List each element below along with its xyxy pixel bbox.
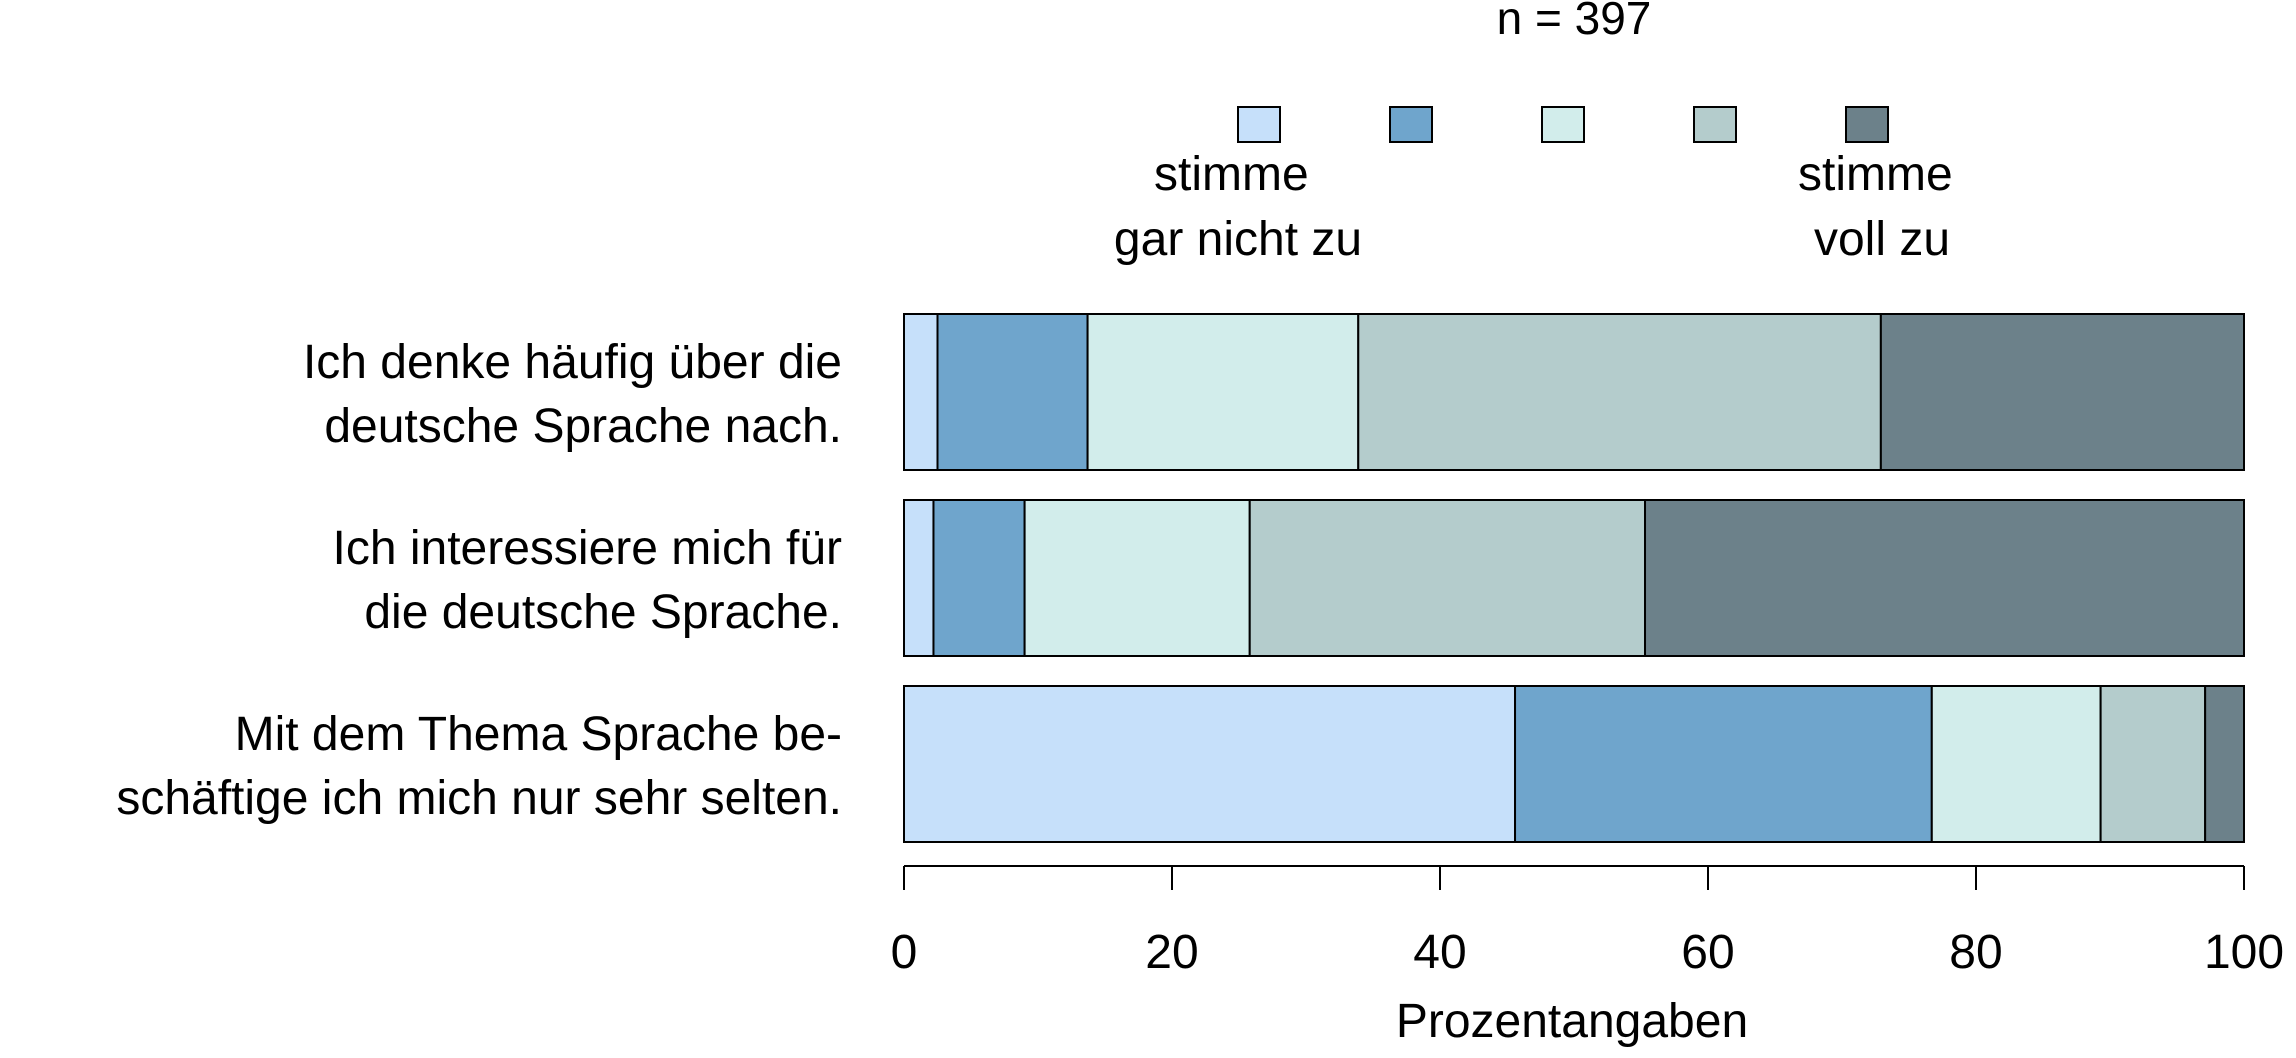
bar-segment — [1879, 313, 2245, 471]
legend-swatch-4 — [1693, 106, 1737, 143]
x-axis-label: Prozentangaben — [1396, 995, 1748, 1048]
bar-segment — [1644, 499, 2245, 657]
bars — [903, 313, 2245, 843]
bar-segment — [903, 685, 1517, 843]
category-label-line: Ich denke häufig über die — [303, 336, 842, 389]
category-label-line: die deutsche Sprache. — [364, 586, 842, 639]
category-label-line: deutsche Sprache nach. — [324, 400, 842, 453]
x-tick-label: 20 — [1145, 926, 1198, 979]
bar-segment — [2204, 685, 2245, 843]
chart-title: n = 397 — [1497, 0, 1652, 44]
legend-swatch-5 — [1845, 106, 1889, 143]
x-tick-label: 60 — [1681, 926, 1734, 979]
legend-low-label-line: stimme — [1154, 148, 1309, 201]
category-label-line: Mit dem Thema Sprache be- — [235, 708, 842, 761]
category-label: Mit dem Thema Sprache be-schäftige ich m… — [116, 708, 842, 825]
legend: stimme gar nicht zu stimme voll zu — [1114, 106, 1966, 266]
category-label-line: schäftige ich mich nur sehr selten. — [116, 772, 842, 825]
legend-high-label: stimme voll zu — [1798, 148, 1966, 266]
legend-low-label: stimme gar nicht zu — [1114, 148, 1362, 266]
x-axis: 0 20 40 60 80 100 — [891, 865, 2284, 979]
legend-low-label-line: gar nicht zu — [1114, 213, 1362, 266]
bar-segment — [903, 313, 939, 471]
bar-segment — [2099, 685, 2207, 843]
legend-high-label-line: stimme — [1798, 148, 1953, 201]
bar-segment — [1930, 685, 2102, 843]
category-label: Ich denke häufig über die deutsche Sprach… — [303, 336, 842, 453]
bar-segment — [903, 499, 935, 657]
x-tick-label: 40 — [1413, 926, 1466, 979]
legend-high-label-line: voll zu — [1814, 213, 1950, 266]
bar-segment — [1514, 685, 1933, 843]
x-tick-label: 80 — [1949, 926, 2002, 979]
bar-segment — [936, 313, 1089, 471]
category-label: Ich interessiere mich für die deutsche Sp… — [332, 522, 842, 639]
bar-segment — [1086, 313, 1360, 471]
legend-swatch-3 — [1541, 106, 1585, 143]
bar-segment — [1023, 499, 1251, 657]
x-tick-label: 0 — [891, 926, 918, 979]
category-labels: Ich denke häufig über die deutsche Sprach… — [116, 336, 842, 825]
category-label-line: Ich interessiere mich für — [332, 522, 842, 575]
x-tick-label: 100 — [2204, 926, 2284, 979]
bar-segment — [1357, 313, 1882, 471]
legend-swatch-2 — [1389, 106, 1433, 143]
bar-segment — [932, 499, 1026, 657]
legend-swatch-1 — [1237, 106, 1281, 143]
bar-segment — [1248, 499, 1647, 657]
